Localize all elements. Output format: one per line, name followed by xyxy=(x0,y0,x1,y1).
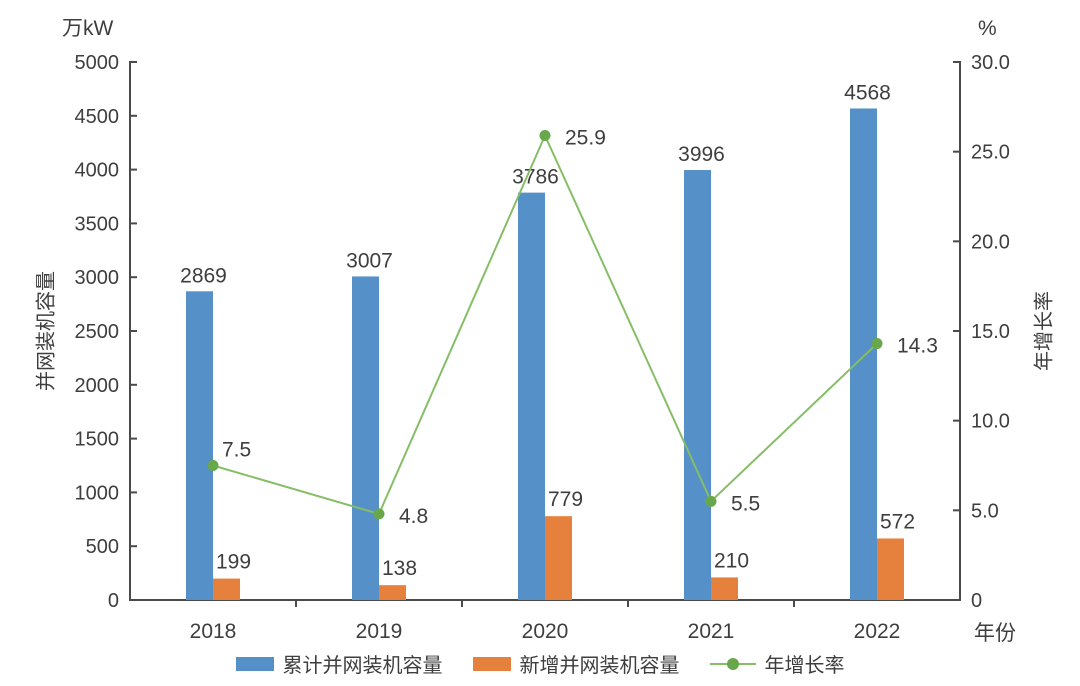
bar-cumulative-2019 xyxy=(352,276,379,600)
legend-item-growth-rate: 年增长率 xyxy=(709,649,845,678)
bar-label-new-2022: 572 xyxy=(880,510,915,533)
legend-line-marker-icon xyxy=(709,657,756,670)
x-axis-title: 年份 xyxy=(974,622,1016,645)
bar-label-cumulative-2018: 2869 xyxy=(180,264,227,287)
left-axis-tick-label: 4500 xyxy=(75,106,120,128)
growth-rate-label-2022: 14.3 xyxy=(897,335,938,358)
growth-rate-label-2020: 25.9 xyxy=(565,127,606,150)
left-axis-tick-label: 0 xyxy=(108,590,119,612)
left-axis-tick-label: 3500 xyxy=(75,213,120,235)
bar-new-2022 xyxy=(877,538,904,600)
legend-item-cumulative: 累计并网装机容量 xyxy=(235,649,443,678)
legend: 累计并网装机容量 新增并网装机容量 年增长率 xyxy=(0,649,1080,678)
bar-cumulative-2020 xyxy=(518,192,545,600)
growth-rate-point-2019 xyxy=(373,508,385,520)
right-axis-tick-label: 30.0 xyxy=(971,52,1010,74)
right-axis-tick-label: 10.0 xyxy=(971,411,1010,433)
x-axis-category-label: 2019 xyxy=(356,620,403,643)
legend-label-growth-rate: 年增长率 xyxy=(764,655,845,677)
right-axis-tick-label: 25.0 xyxy=(971,142,1010,164)
left-axis-tick-label: 2500 xyxy=(75,321,120,343)
legend-line-dot-icon xyxy=(726,657,739,670)
bar-label-cumulative-2021: 3996 xyxy=(678,143,725,166)
bar-label-new-2020: 779 xyxy=(548,488,583,511)
left-axis-tick-label: 2000 xyxy=(75,375,120,397)
right-axis-unit: % xyxy=(978,17,997,40)
left-axis-unit: 万kW xyxy=(62,17,114,40)
bar-label-cumulative-2019: 3007 xyxy=(346,249,393,272)
bar-label-new-2021: 210 xyxy=(714,549,749,572)
growth-rate-label-2018: 7.5 xyxy=(222,439,251,462)
bar-label-new-2019: 138 xyxy=(382,557,417,580)
x-axis-category-label: 2021 xyxy=(688,620,735,643)
bar-new-2021 xyxy=(711,577,738,600)
left-axis-tick-label: 1500 xyxy=(75,429,120,451)
bar-cumulative-2018 xyxy=(186,291,213,600)
left-axis-tick-label: 5000 xyxy=(75,52,120,74)
right-axis-tick-label: 20.0 xyxy=(971,231,1010,253)
growth-rate-label-2019: 4.8 xyxy=(399,505,428,528)
bar-new-2018 xyxy=(213,578,240,600)
right-axis-tick-label: 5.0 xyxy=(971,500,999,522)
growth-rate-point-2022 xyxy=(871,338,883,350)
bar-cumulative-2022 xyxy=(850,108,877,600)
bar-label-cumulative-2020: 3786 xyxy=(512,166,559,189)
growth-rate-point-2021 xyxy=(705,495,717,507)
right-axis-tick-label: 15.0 xyxy=(971,321,1010,343)
bar-new-2019 xyxy=(379,585,406,600)
growth-rate-point-2020 xyxy=(539,130,551,142)
growth-rate-point-2018 xyxy=(207,460,219,471)
legend-swatch-cumulative xyxy=(235,656,274,671)
left-axis-tick-label: 1000 xyxy=(75,482,120,504)
legend-item-new: 新增并网装机容量 xyxy=(472,649,680,678)
x-axis-category-label: 2018 xyxy=(190,620,237,643)
growth-rate-label-2021: 5.5 xyxy=(731,492,760,515)
legend-label-new: 新增并网装机容量 xyxy=(519,655,680,677)
bar-label-cumulative-2022: 4568 xyxy=(844,81,891,104)
bar-label-new-2018: 199 xyxy=(216,551,251,574)
x-axis-category-label: 2022 xyxy=(854,620,901,643)
right-axis-tick-label: 0 xyxy=(971,590,982,612)
left-axis-tick-label: 3000 xyxy=(75,267,120,289)
left-axis-tick-label: 4000 xyxy=(75,160,120,182)
legend-label-cumulative: 累计并网装机容量 xyxy=(282,655,443,677)
left-axis-tick-label: 500 xyxy=(86,536,119,558)
bar-new-2020 xyxy=(545,516,572,600)
bar-cumulative-2021 xyxy=(684,170,711,600)
legend-swatch-new xyxy=(472,656,511,671)
x-axis-category-label: 2020 xyxy=(522,620,569,643)
